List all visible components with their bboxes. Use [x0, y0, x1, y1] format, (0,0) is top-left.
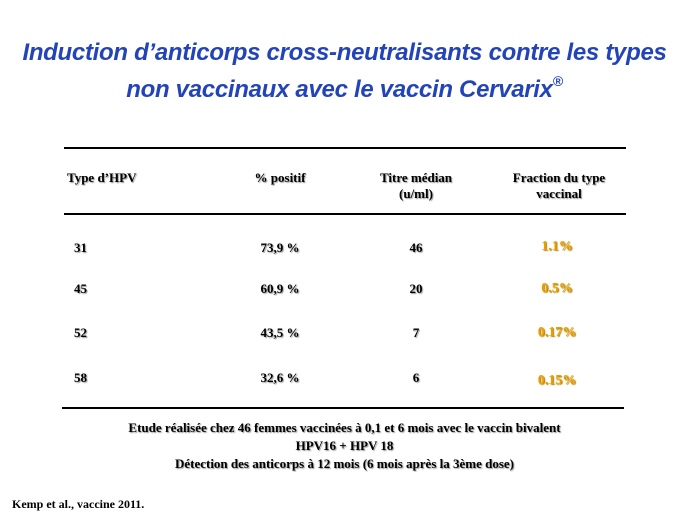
header-vaccine-fraction-line2: vaccinal: [536, 186, 582, 201]
header-vaccine-fraction: Fraction du type vaccinal: [484, 170, 634, 202]
cell-positive: 32,6 %: [260, 370, 300, 385]
header-median-titer: Titre médian (u/ml): [356, 170, 476, 202]
header-percent-positive: % positif: [254, 170, 306, 185]
study-note-line3: Détection des anticorps à 12 mois (6 moi…: [174, 456, 515, 471]
cell-titer: 46: [409, 240, 423, 255]
title-line-1: Induction d’anticorps cross-neutralisant…: [22, 39, 667, 66]
cell-positive: 60,9 %: [260, 281, 300, 296]
cell-fraction: 0.17%: [537, 325, 577, 340]
cell-type: 45: [74, 281, 87, 296]
cell-type: 58: [74, 370, 87, 385]
cell-type: 31: [74, 240, 87, 255]
header-type-hpv: Type d’HPV: [67, 170, 137, 185]
registered-mark: ®: [552, 73, 563, 89]
cell-titer: 7: [412, 325, 420, 340]
cell-fraction: 0.5%: [541, 281, 573, 296]
cell-positive: 43,5 %: [260, 325, 300, 340]
cell-fraction: 0.15%: [537, 373, 577, 388]
study-note: Etude réalisée chez 46 femmes vaccinées …: [0, 419, 689, 473]
study-note-line2: HPV16 + HPV 18: [295, 438, 394, 453]
table-top-rule: [64, 147, 626, 149]
cell-positive: 73,9 %: [260, 240, 300, 255]
header-median-titer-line2: (u/ml): [399, 186, 433, 201]
cell-type: 52: [74, 325, 87, 340]
title-line-2: non vaccinaux avec le vaccin Cervarix®: [0, 68, 689, 105]
cell-fraction: 1.1%: [541, 239, 573, 254]
cell-titer: 20: [409, 281, 423, 296]
title-line-2-text: non vaccinaux avec le vaccin Cervarix: [126, 76, 553, 103]
table-bottom-rule: [62, 407, 624, 409]
slide-title: Induction d’anticorps cross-neutralisant…: [0, 38, 689, 105]
cell-titer: 6: [412, 370, 420, 385]
table-header-rule: [64, 213, 626, 215]
reference-citation: Kemp et al., vaccine 2011.: [12, 497, 145, 511]
study-note-line1: Etude réalisée chez 46 femmes vaccinées …: [128, 420, 561, 435]
header-median-titer-line1: Titre médian: [379, 170, 453, 185]
header-vaccine-fraction-line1: Fraction du type: [512, 170, 606, 185]
